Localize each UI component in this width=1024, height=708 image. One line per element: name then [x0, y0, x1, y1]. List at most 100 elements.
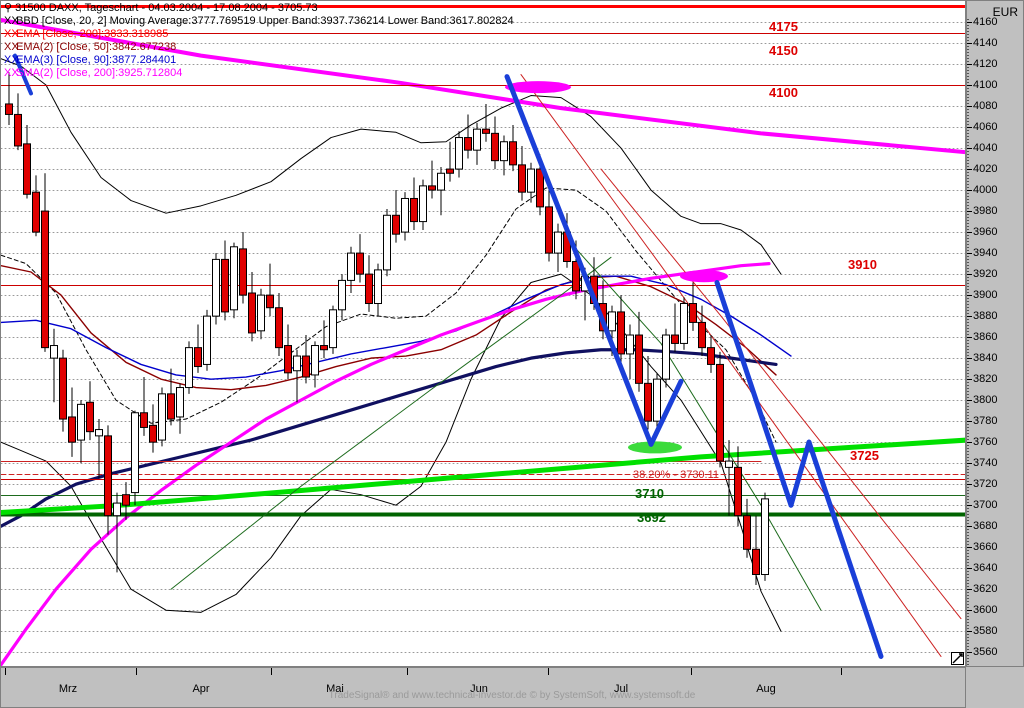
legend-prefix: XX: [4, 28, 19, 40]
legend-ema200: XX EMA [Close, 200]:3833.318985: [4, 28, 169, 40]
date-tick-label: Mrz: [58, 683, 78, 695]
candle-body: [437, 172, 445, 191]
magenta-highlight-marker-2: [680, 270, 728, 283]
candle-body: [491, 132, 499, 162]
footer-credit: TradeSignal® and www.technical-investor.…: [328, 690, 696, 701]
legend-prefix: XX: [4, 67, 19, 79]
date-tick-mark: [136, 668, 137, 675]
date-axis[interactable]: Mrz Apr Mai Jun Jul Aug: [0, 667, 966, 708]
price-tick-label: 3720: [973, 478, 998, 491]
price-tick-mark: [967, 64, 972, 66]
candle-body: [626, 334, 634, 355]
date-tick-label: Mai: [326, 683, 344, 695]
annotation-level-3692: 3692: [637, 510, 666, 525]
blue-down-leg-1: [504, 74, 654, 447]
price-tick-label: 3840: [973, 352, 998, 365]
date-tick-mark: [841, 668, 842, 675]
date-tick-label: Jul: [613, 683, 629, 695]
candle-body: [41, 210, 49, 349]
legend-prefix: XX: [4, 15, 19, 27]
price-tick-mark: [967, 631, 972, 633]
price-tick-mark: [967, 484, 972, 486]
price-tick-mark: [967, 547, 972, 549]
candle-body: [392, 214, 400, 235]
price-tick-label: 3860: [973, 331, 998, 344]
price-tick-mark: [967, 232, 972, 234]
price-tick-label: 4160: [973, 16, 998, 28]
annotation-level-3710: 3710: [635, 486, 664, 501]
bollinger-middle-band: [1, 187, 777, 443]
candle-body: [23, 143, 31, 195]
candle-body: [356, 252, 364, 275]
price-tick-label: 3680: [973, 520, 998, 533]
price-tick-label: 3780: [973, 415, 998, 428]
chart-title: ⚲ 31500 DAXX, Tageschart - 04.03.2004 - …: [4, 2, 318, 14]
currency-label: EUR: [992, 5, 1018, 19]
green-support-trendline: [1, 437, 965, 516]
legend-prefix: XX: [4, 54, 19, 66]
date-tick-label: Jun: [470, 683, 488, 695]
price-tick-label: 4140: [973, 37, 998, 50]
candle-body: [752, 548, 760, 576]
candle-body: [140, 412, 148, 428]
candle-body: [428, 185, 436, 191]
candle-body: [545, 206, 553, 254]
candle-body: [527, 168, 535, 193]
candle-body: [725, 460, 733, 468]
candle-body: [68, 416, 76, 443]
date-tick-mark: [548, 668, 549, 675]
candle-body: [473, 128, 481, 151]
candle-body: [410, 197, 418, 223]
candle-body: [257, 294, 265, 332]
legend-sma200: XX SMA(2) [Close, 200]:3925.712804: [4, 67, 183, 79]
red-descending-line-1: [520, 74, 942, 657]
ema50-line: [1, 264, 777, 391]
legend-ema90: XX EMA(3) [Close, 90]:3877.284401: [4, 54, 177, 66]
price-tick-label: 3920: [973, 268, 998, 281]
price-tick-mark: [967, 253, 972, 255]
blue-up-leg-1: [648, 378, 684, 447]
candle-body: [617, 311, 625, 355]
price-tick-label: 4000: [973, 184, 998, 197]
price-tick-label: 3740: [973, 457, 998, 470]
price-tick-label: 4020: [973, 163, 998, 176]
legend-bbd: XX BBD [Close, 20, 2] Moving Average:377…: [4, 15, 514, 27]
bollinger-lower-band: [1, 273, 782, 632]
candle-body: [662, 334, 670, 380]
price-axis[interactable]: EUR 4160 4140 4120 4100 4080 4060 4040 4020 4000…: [966, 0, 1024, 667]
candle-body: [194, 347, 202, 368]
price-tick-label: 3640: [973, 562, 998, 575]
blue-projection-zigzag: [13, 53, 884, 659]
candle-body: [707, 347, 715, 365]
resize-handle-icon[interactable]: [951, 652, 964, 665]
price-tick-mark: [967, 148, 972, 150]
candle-body: [167, 393, 175, 420]
candle-body: [5, 103, 13, 115]
price-tick-label: 3900: [973, 289, 998, 302]
candle-body: [554, 231, 562, 254]
price-tick-mark: [967, 106, 972, 108]
candle-body: [275, 307, 283, 349]
price-tick-label: 3940: [973, 247, 998, 260]
candle-body: [284, 345, 292, 374]
legend-ema50: XX EMA(2) [Close, 50]:3842.677238: [4, 41, 177, 53]
date-tick-label: Aug: [756, 683, 776, 695]
candle-body: [536, 168, 544, 208]
candle-body: [500, 141, 508, 162]
annotation-level-3725: 3725: [850, 448, 879, 463]
candle-body: [203, 315, 211, 365]
candle-body: [518, 164, 526, 193]
candle-body: [59, 357, 67, 420]
candle-body: [419, 185, 427, 223]
candle-body: [149, 424, 157, 443]
drawn-trendlines: [1, 74, 965, 657]
candle-body: [338, 279, 346, 311]
ema50-curve: [1, 264, 777, 391]
price-tick-label: 3880: [973, 310, 998, 323]
candlestick-series: [5, 72, 769, 586]
chart-canvas: [1, 5, 965, 666]
candle-body: [374, 269, 382, 305]
chart-plot-area[interactable]: ⚲ 31500 DAXX, Tageschart - 04.03.2004 - …: [0, 0, 966, 667]
sma200-magenta-line: [1, 17, 965, 666]
